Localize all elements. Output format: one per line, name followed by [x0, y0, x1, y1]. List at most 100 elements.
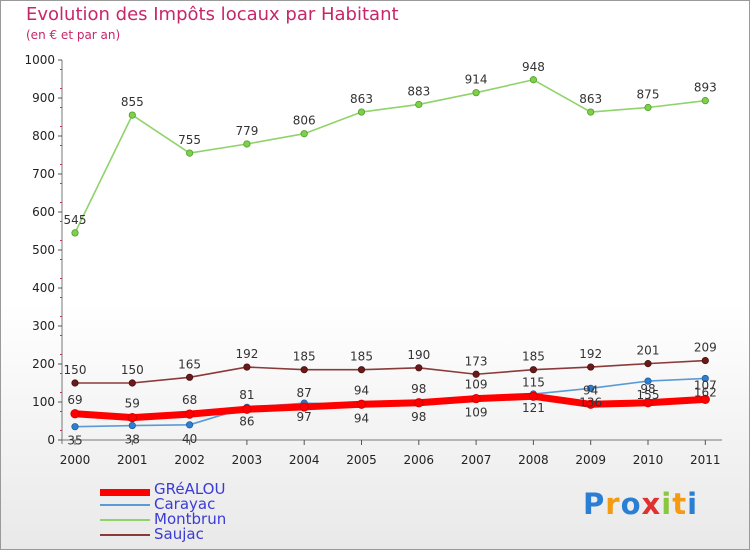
data-label-montbrun: 755: [178, 133, 201, 147]
data-label-montbrun: 806: [293, 114, 316, 128]
data-label-carayac: 40: [182, 432, 197, 446]
data-point-saujac: [128, 379, 136, 387]
legend-label-carayac: Carayac: [154, 495, 216, 513]
data-point-saujac: [71, 379, 79, 387]
data-point-saujac: [186, 373, 194, 381]
data-label-grealou: 109: [465, 378, 488, 392]
data-label-saujac: 190: [407, 348, 430, 362]
data-point-grealou: [242, 404, 252, 414]
data-point-grealou: [185, 409, 195, 419]
legend-swatch-saujac: [100, 534, 150, 536]
data-point-montbrun: [243, 140, 251, 148]
data-point-carayac: [644, 377, 652, 385]
data-point-saujac: [529, 366, 538, 374]
data-point-grealou: [471, 393, 481, 404]
x-tick-label: 2004: [289, 453, 320, 467]
data-point-montbrun: [300, 130, 308, 138]
data-label-montbrun: 875: [637, 88, 660, 102]
data-label-grealou: 98: [640, 382, 655, 396]
logo-letter: i: [661, 487, 673, 521]
data-point-carayac: [587, 384, 595, 392]
data-point-grealou: [643, 398, 653, 408]
data-label-montbrun: 893: [694, 81, 717, 95]
data-point-grealou: [299, 402, 309, 412]
data-label-saujac: 201: [637, 344, 660, 358]
x-tick-label: 2003: [232, 453, 263, 467]
x-tick-label: 2002: [174, 453, 205, 467]
y-tick-label: 0: [47, 433, 55, 447]
y-tick-label: 500: [32, 243, 55, 257]
data-label-carayac: 38: [125, 433, 140, 447]
logo-letter: P: [583, 487, 606, 521]
data-label-grealou: 59: [125, 397, 140, 411]
data-point-grealou: [127, 412, 137, 423]
legend-label-saujac: Saujac: [154, 525, 204, 543]
legend-swatch-carayac: [100, 504, 150, 506]
y-tick-label: 600: [32, 205, 55, 219]
data-point-grealou: [70, 409, 80, 419]
logo-letter: r: [605, 487, 621, 521]
y-tick-label: 300: [32, 319, 55, 333]
data-point-montbrun: [357, 108, 366, 116]
data-label-saujac: 185: [350, 350, 373, 364]
data-label-grealou: 94: [354, 383, 369, 397]
data-point-montbrun: [71, 229, 79, 237]
data-label-carayac: 121: [522, 401, 545, 415]
data-point-saujac: [587, 363, 595, 371]
x-tick-label: 2010: [633, 453, 664, 467]
data-label-carayac: 35: [67, 434, 82, 448]
data-point-saujac: [472, 370, 480, 378]
data-label-montbrun: 779: [235, 124, 258, 138]
data-point-grealou: [700, 394, 710, 404]
data-point-saujac: [644, 360, 652, 368]
series-line-montbrun: [74, 78, 707, 234]
y-tick-label: 1000: [24, 53, 55, 67]
data-label-carayac: 109: [465, 406, 488, 420]
x-tick-label: 2000: [60, 453, 91, 467]
data-label-saujac: 173: [465, 354, 488, 368]
logo-letter: t: [672, 487, 688, 521]
data-point-saujac: [357, 366, 366, 374]
data-point-montbrun: [128, 111, 136, 119]
data-label-carayac: 97: [297, 410, 312, 424]
data-label-grealou: 107: [694, 378, 717, 392]
y-tick-label: 700: [32, 167, 55, 181]
data-label-grealou: 81: [239, 388, 254, 402]
y-tick-label: 100: [32, 395, 55, 409]
data-point-carayac: [71, 423, 79, 431]
data-point-carayac: [186, 421, 194, 429]
data-label-grealou: 68: [182, 393, 197, 407]
data-label-grealou: 87: [297, 386, 312, 400]
data-label-montbrun: 545: [64, 213, 87, 227]
data-point-saujac: [415, 364, 423, 372]
x-tick-label: 2001: [117, 453, 148, 467]
data-label-saujac: 150: [64, 363, 87, 377]
data-point-saujac: [300, 366, 308, 374]
data-label-carayac: 155: [637, 388, 660, 402]
y-tick-label: 900: [32, 91, 55, 105]
data-label-grealou: 98: [411, 382, 426, 396]
data-label-saujac: 209: [694, 341, 717, 355]
legend-swatch-montbrun: [100, 519, 150, 521]
logo-letter: o: [620, 487, 642, 521]
data-point-grealou: [414, 398, 424, 408]
data-label-grealou: 69: [67, 393, 82, 407]
data-label-montbrun: 914: [465, 73, 488, 87]
x-tick-label: 2009: [575, 453, 606, 467]
y-tick-label: 200: [32, 357, 55, 371]
data-label-montbrun: 855: [121, 95, 144, 109]
proxiti-logo: Proxiti: [583, 487, 698, 521]
data-label-carayac: 98: [411, 410, 426, 424]
data-label-saujac: 192: [235, 347, 258, 361]
data-label-saujac: 150: [121, 363, 144, 377]
logo-letter: i: [687, 487, 699, 521]
x-tick-label: 2006: [404, 453, 435, 467]
x-tick-label: 2005: [346, 453, 377, 467]
data-point-saujac: [701, 356, 709, 365]
data-label-saujac: 192: [579, 347, 602, 361]
data-point-montbrun: [701, 97, 709, 105]
data-label-grealou: 115: [522, 375, 545, 389]
data-label-carayac: 136: [579, 395, 602, 409]
